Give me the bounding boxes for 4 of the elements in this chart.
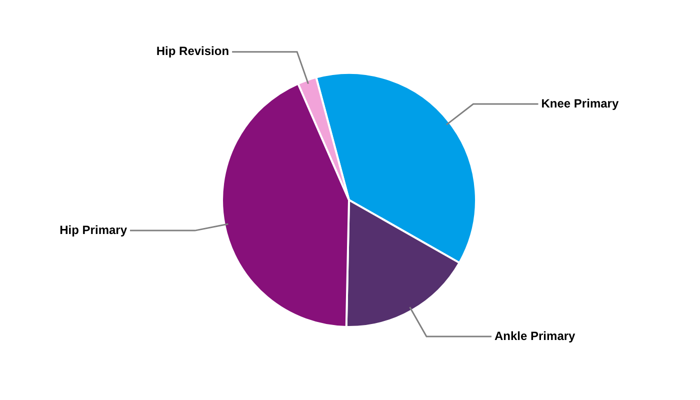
slice-label: Knee Primary <box>541 96 619 110</box>
slice-label: Ankle Primary <box>494 328 576 343</box>
slice-label: Hip Revision <box>156 44 230 58</box>
slice-label: Hip Primary <box>60 222 128 237</box>
